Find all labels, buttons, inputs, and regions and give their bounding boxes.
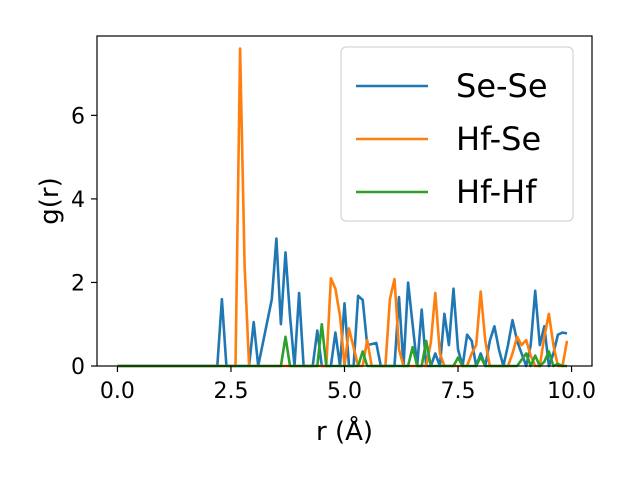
legend-label-se-se: Se-Se xyxy=(456,67,548,105)
y-tick-label: 4 xyxy=(71,188,85,213)
legend-label-hf-hf: Hf-Hf xyxy=(456,173,537,211)
y-tick-label: 2 xyxy=(71,271,85,296)
y-tick-label: 6 xyxy=(71,104,85,129)
y-axis: 0 2 4 6 xyxy=(71,104,97,380)
legend-label-hf-se: Hf-Se xyxy=(456,120,541,158)
x-tick-label: 5.0 xyxy=(327,379,362,404)
x-axis: 0.0 2.5 5.0 7.5 10.0 xyxy=(100,366,596,404)
x-tick-label: 10.0 xyxy=(547,379,596,404)
x-tick-label: 7.5 xyxy=(441,379,476,404)
legend: Se-Se Hf-Se Hf-Hf xyxy=(340,46,574,222)
series-line-hf-se xyxy=(117,47,569,368)
x-tick-label: 0.0 xyxy=(100,379,135,404)
y-tick-label: 0 xyxy=(71,355,85,380)
legend-box xyxy=(340,46,574,222)
y-axis-label: g(r) xyxy=(35,177,65,224)
x-tick-label: 2.5 xyxy=(213,379,248,404)
x-axis-label: r (Å) xyxy=(316,415,373,447)
series-line-se-se xyxy=(117,237,568,368)
